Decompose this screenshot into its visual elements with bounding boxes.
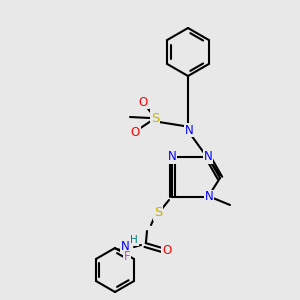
Text: H: H <box>130 235 138 245</box>
Text: F: F <box>124 250 130 263</box>
Text: N: N <box>205 190 213 203</box>
Text: S: S <box>151 112 159 124</box>
Text: S: S <box>154 206 162 220</box>
Text: N: N <box>168 151 176 164</box>
Text: O: O <box>130 125 140 139</box>
Text: N: N <box>184 124 194 136</box>
Text: O: O <box>162 244 172 256</box>
Text: N: N <box>121 241 129 254</box>
Text: N: N <box>204 151 212 164</box>
Text: O: O <box>138 95 148 109</box>
